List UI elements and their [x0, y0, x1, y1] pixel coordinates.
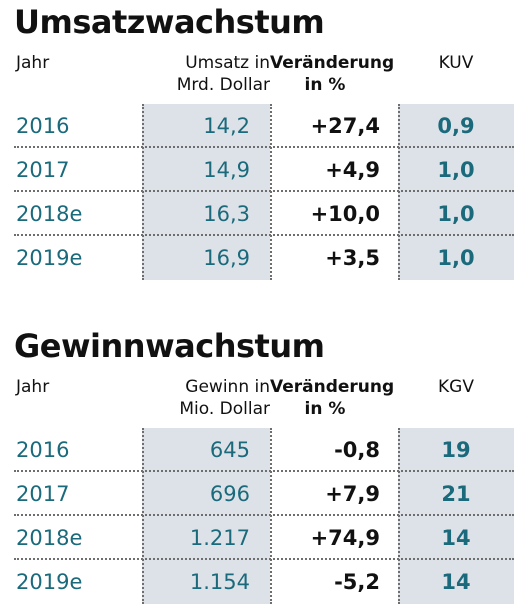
- header-year: Jahr: [16, 377, 50, 397]
- year-cell: 2018e: [16, 202, 83, 226]
- table-row: 2017 14,9 +4,9 1,0: [14, 148, 514, 192]
- kgv-cell: 14: [398, 560, 514, 604]
- table-row: 2018e 1.217 +74,9 14: [14, 516, 514, 560]
- year-cell: 2016: [16, 438, 70, 462]
- revenue-cell: 16,9: [142, 236, 270, 280]
- header-revenue-line2: Mrd. Dollar: [176, 75, 270, 95]
- revenue-growth-title: Umsatzwachstum: [14, 3, 325, 41]
- change-cell: +74,9: [310, 526, 380, 550]
- table-row: 2016 14,2 +27,4 0,9: [14, 104, 514, 148]
- column-divider: [270, 104, 272, 280]
- change-cell: +4,9: [325, 158, 380, 182]
- table-row: 2019e 1.154 -5,2 14: [14, 560, 514, 604]
- revenue-cell: 14,9: [142, 148, 270, 192]
- kuv-cell: 1,0: [398, 236, 514, 280]
- change-cell: +10,0: [310, 202, 380, 226]
- kgv-cell: 21: [398, 472, 514, 516]
- profit-growth-title: Gewinnwachstum: [14, 327, 325, 365]
- header-change-line2: in %: [304, 399, 346, 419]
- table-row: 2019e 16,9 +3,5 1,0: [14, 236, 514, 280]
- header-change-line1: Veränderung: [270, 377, 395, 397]
- change-cell: -5,2: [334, 570, 380, 594]
- column-divider: [270, 428, 272, 604]
- revenue-cell: 16,3: [142, 192, 270, 236]
- header-profit-line2: Mio. Dollar: [179, 399, 270, 419]
- profit-cell: 1.154: [142, 560, 270, 604]
- kuv-cell: 1,0: [398, 148, 514, 192]
- change-cell: +27,4: [310, 114, 380, 138]
- table-row: 2016 645 -0,8 19: [14, 428, 514, 472]
- year-cell: 2019e: [16, 570, 83, 594]
- column-divider: [142, 428, 144, 604]
- revenue-table-header: Jahr Umsatz in Mrd. Dollar Veränderung i…: [14, 44, 514, 104]
- table-row: 2017 696 +7,9 21: [14, 472, 514, 516]
- kuv-cell: 0,9: [398, 104, 514, 148]
- kgv-cell: 19: [398, 428, 514, 472]
- header-profit: Gewinn in Mio. Dollar: [142, 376, 270, 420]
- header-revenue-line1: Umsatz in: [185, 53, 270, 73]
- profit-table-body: 2016 645 -0,8 19 2017 696 +7,9 21 2018e …: [14, 428, 514, 604]
- column-divider: [398, 104, 400, 280]
- revenue-table-body: 2016 14,2 +27,4 0,9 2017 14,9 +4,9 1,0 2…: [14, 104, 514, 280]
- change-cell: +7,9: [325, 482, 380, 506]
- revenue-cell: 14,2: [142, 104, 270, 148]
- header-year: Jahr: [16, 53, 50, 73]
- year-cell: 2019e: [16, 246, 83, 270]
- year-cell: 2017: [16, 482, 70, 506]
- profit-cell: 696: [142, 472, 270, 516]
- change-cell: +3,5: [325, 246, 380, 270]
- header-change: Veränderung in %: [270, 376, 402, 420]
- year-cell: 2017: [16, 158, 70, 182]
- profit-table-header: Jahr Gewinn in Mio. Dollar Veränderung i…: [14, 368, 514, 428]
- header-kgv: KGV: [438, 377, 474, 397]
- header-revenue: Umsatz in Mrd. Dollar: [142, 52, 270, 96]
- year-cell: 2018e: [16, 526, 83, 550]
- kuv-cell: 1,0: [398, 192, 514, 236]
- year-cell: 2016: [16, 114, 70, 138]
- header-change: Veränderung in %: [270, 52, 402, 96]
- column-divider: [398, 428, 400, 604]
- header-kuv: KUV: [438, 53, 474, 73]
- profit-growth-section: Gewinnwachstum Jahr Gewinn in Mio. Dolla…: [14, 324, 514, 604]
- revenue-growth-section: Umsatzwachstum Jahr Umsatz in Mrd. Dolla…: [14, 0, 514, 280]
- header-change-line2: in %: [304, 75, 346, 95]
- kgv-cell: 14: [398, 516, 514, 560]
- profit-cell: 645: [142, 428, 270, 472]
- column-divider: [142, 104, 144, 280]
- table-row: 2018e 16,3 +10,0 1,0: [14, 192, 514, 236]
- change-cell: -0,8: [334, 438, 380, 462]
- header-profit-line1: Gewinn in: [185, 377, 270, 397]
- profit-cell: 1.217: [142, 516, 270, 560]
- header-change-line1: Veränderung: [270, 53, 395, 73]
